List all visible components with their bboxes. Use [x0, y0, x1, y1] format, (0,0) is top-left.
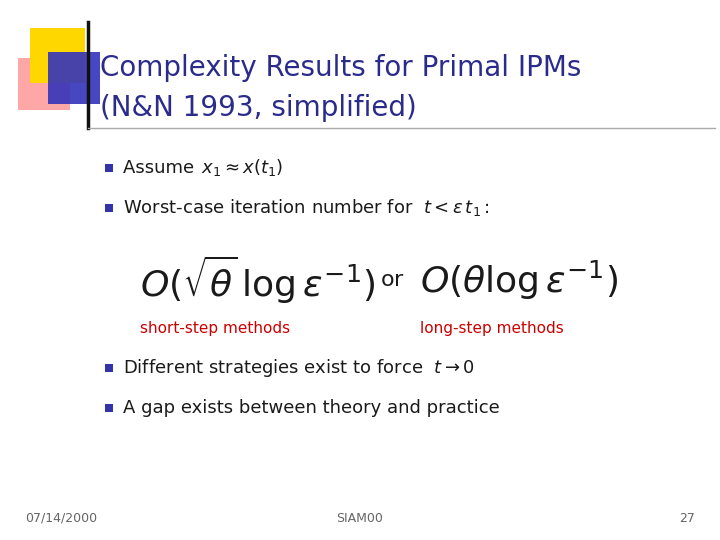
Text: $\mathrm{or}$: $\mathrm{or}$	[380, 270, 405, 290]
Text: SIAM00: SIAM00	[336, 511, 384, 524]
Text: long-step methods: long-step methods	[420, 321, 564, 335]
Bar	[105, 204, 113, 212]
Text: 27: 27	[679, 511, 695, 524]
Text: short-step methods: short-step methods	[140, 321, 290, 335]
Text: 07/14/2000: 07/14/2000	[25, 511, 97, 524]
Text: $x_1 \approx x(t_1)$: $x_1 \approx x(t_1)$	[201, 158, 284, 179]
Bar	[30, 28, 85, 83]
Bar	[18, 58, 70, 110]
Text: A gap exists between theory and practice: A gap exists between theory and practice	[123, 399, 500, 417]
Bar	[48, 52, 100, 104]
Text: Worst-case iteration number for  $t < \varepsilon\, t_1\,$:: Worst-case iteration number for $t < \va…	[123, 198, 490, 219]
Text: Assume: Assume	[123, 159, 206, 177]
Bar	[105, 164, 113, 172]
Text: Different strategies exist to force  $t \rightarrow 0$: Different strategies exist to force $t \…	[123, 357, 475, 379]
Bar	[105, 404, 113, 412]
Text: (N&N 1993, simplified): (N&N 1993, simplified)	[100, 94, 417, 122]
Text: Complexity Results for Primal IPMs: Complexity Results for Primal IPMs	[100, 54, 581, 82]
Text: $O(\sqrt{\theta}\,\log\varepsilon^{-1})$: $O(\sqrt{\theta}\,\log\varepsilon^{-1})$	[140, 254, 375, 306]
Text: $O(\theta\log\varepsilon^{-1})$: $O(\theta\log\varepsilon^{-1})$	[420, 259, 618, 302]
Bar	[105, 364, 113, 372]
